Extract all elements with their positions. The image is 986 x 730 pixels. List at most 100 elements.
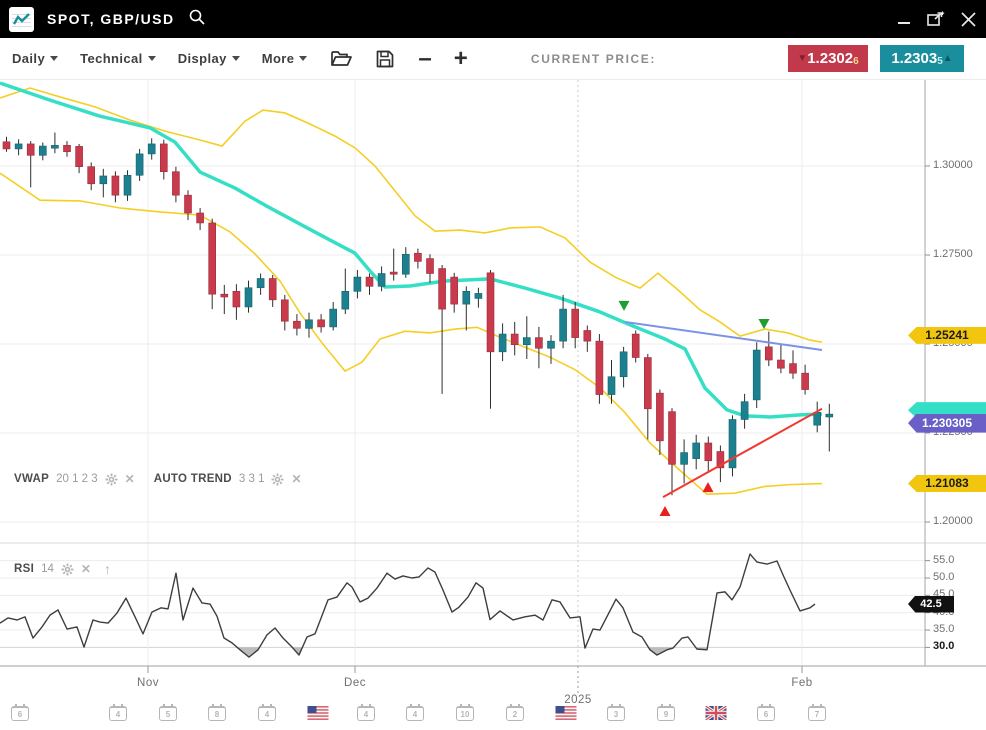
price-tick-label: 1.20000 [933,515,973,527]
candle [438,264,446,394]
current-price-label: CURRENT PRICE: [530,51,656,66]
auto-trend-line [662,407,823,498]
calendar-event-icon[interactable]: 6 [757,704,775,721]
open-folder-icon[interactable] [331,50,353,67]
candle [789,350,797,379]
candle [607,360,616,404]
move-pane-up-icon[interactable]: ↑ [103,561,111,577]
chart-toolbar: Daily Technical Display More – + CURRENT… [0,38,986,80]
zoom-in-icon[interactable]: + [453,44,468,72]
rsi-value-badge: 42.5 [908,595,954,613]
calendar-event-icon[interactable]: 5 [159,704,177,721]
candle [656,389,664,456]
menu-display[interactable]: Display [178,51,240,66]
rsi-tick-label: 55.0 [933,553,955,566]
vwap-indicator-name: VWAP [14,473,50,485]
calendar-event-icon[interactable]: 10 [456,704,474,721]
candle [329,301,338,331]
rsi-indicator-row: RSI 14 ✕ ↑ [14,561,111,577]
ask-price-badge[interactable]: 1.2303 5 ▲ [880,45,964,72]
price-badge: 1.21083 [908,474,986,492]
close-icon[interactable] [961,11,976,27]
calendar-event-icon[interactable]: 4 [109,704,127,721]
candle [99,168,108,198]
candle [135,148,144,181]
chevron-down-icon [147,56,156,61]
save-icon[interactable] [376,50,394,68]
pivot-high-marker-icon [758,319,770,330]
price-tick-label: 1.27500 [933,248,973,260]
close-icon[interactable]: ✕ [124,472,135,486]
calendar-event-icon[interactable]: 4 [406,704,424,721]
flag-us-event-icon[interactable] [555,706,577,725]
candle [365,273,374,295]
candle [244,280,253,313]
pivot-low-marker-icon [702,482,714,493]
calendar-event-icon[interactable]: 3 [607,704,625,721]
candle [595,334,604,404]
candle [462,286,471,331]
price-chart[interactable] [0,80,986,730]
calendar-event-icon[interactable]: 6 [11,704,29,721]
rsi-line [0,553,816,658]
close-icon[interactable]: ✕ [291,472,302,486]
popout-button[interactable] [927,11,945,27]
candle [268,274,277,307]
close-icon[interactable]: ✕ [80,562,91,576]
candle [75,143,83,174]
candle [547,335,555,364]
minimize-button[interactable] [897,12,911,26]
calendar-event-icon[interactable]: 8 [208,704,226,721]
search-icon[interactable] [189,9,205,30]
vwap-indicator-params: 20 1 2 3 [56,473,98,485]
candle [559,294,567,349]
candle [220,284,229,315]
menu-technical[interactable]: Technical [80,51,156,66]
candle [522,316,531,359]
app-logo-icon [9,6,34,32]
menu-more[interactable]: More [262,51,308,66]
rsi-oversold-fill [237,647,260,658]
menu-daily[interactable]: Daily [12,51,59,66]
candle [571,301,580,349]
rsi-indicator-name: RSI [14,563,35,575]
calendar-event-icon[interactable]: 2 [506,704,524,721]
bid-price-badge[interactable]: ▼ 1.2302 6 [788,45,868,72]
candle [813,401,822,433]
title-bar: SPOT, GBP/USD [0,0,986,38]
gear-icon[interactable] [271,473,284,486]
pivot-low-marker-icon [659,505,671,516]
calendar-event-icon[interactable]: 4 [258,704,276,721]
candle [692,434,701,470]
flag-uk-event-icon[interactable] [704,704,728,725]
candle [450,272,459,313]
candle [486,269,495,409]
gear-icon[interactable] [61,563,74,576]
zoom-out-icon[interactable]: – [418,44,432,72]
candle [51,132,59,154]
candle [63,141,71,157]
candle [680,439,688,484]
candle [305,312,313,338]
candle [510,321,519,356]
candle [293,314,301,336]
arrow-up-icon: ▲ [942,52,953,64]
flag-us-event-icon[interactable] [307,706,329,725]
calendar-event-icon[interactable]: 7 [808,704,826,721]
pivot-high-marker-icon [618,300,630,311]
candle [341,268,350,315]
candle [160,139,168,180]
calendar-event-icon[interactable]: 9 [657,704,675,721]
arrow-down-icon: ▼ [797,52,808,64]
candle [583,325,592,352]
candle [184,190,192,221]
candle [426,254,434,283]
gear-icon[interactable] [105,473,118,486]
candle [498,323,507,362]
calendar-event-icon[interactable]: 4 [357,704,375,721]
candle [147,138,156,160]
candle [716,445,725,483]
candle [232,284,241,320]
candle [643,353,652,440]
